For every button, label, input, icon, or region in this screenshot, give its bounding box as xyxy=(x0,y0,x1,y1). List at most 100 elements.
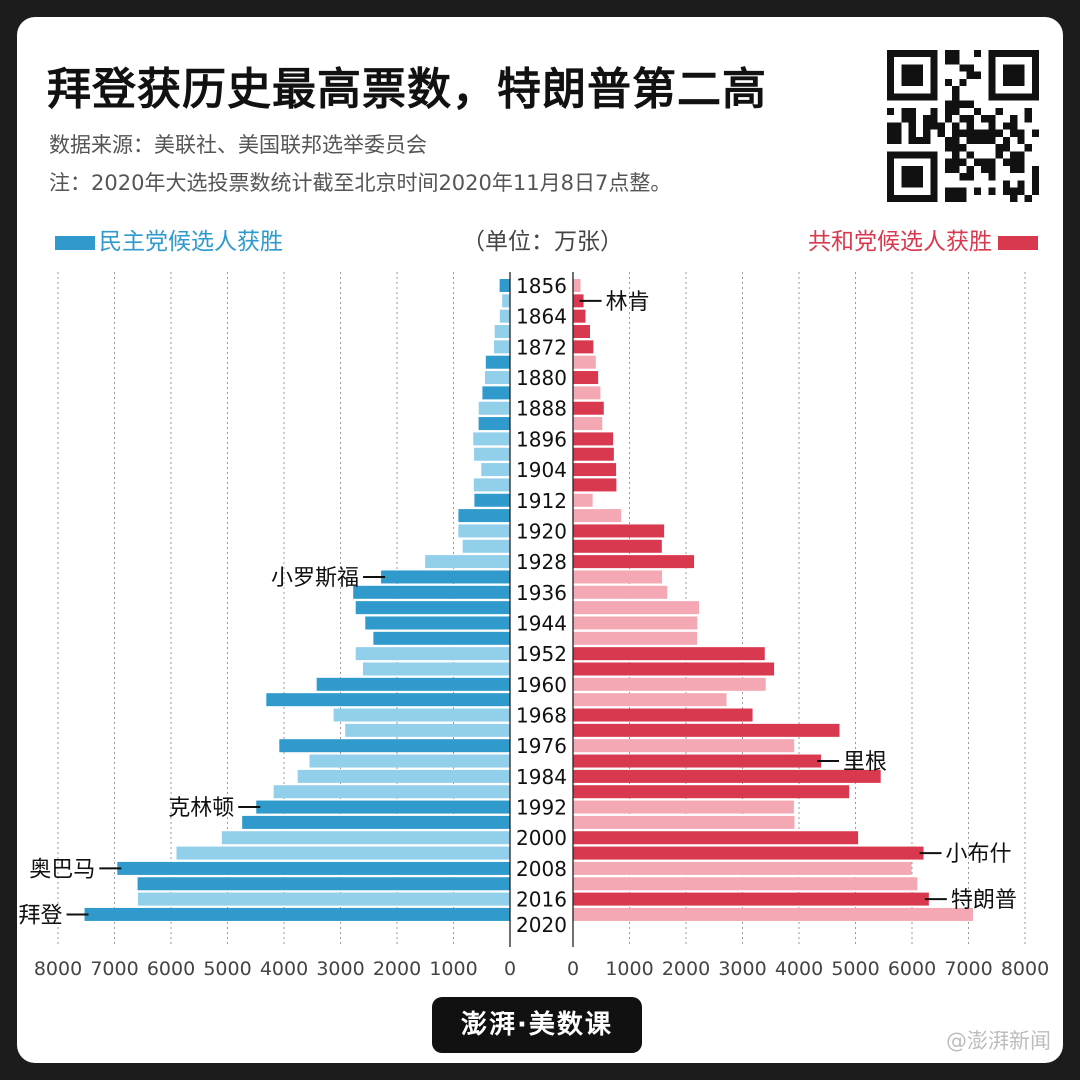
qr-module xyxy=(966,64,974,72)
qr-module xyxy=(966,122,974,130)
year-label: 1872 xyxy=(516,335,567,359)
bar-republican-1976 xyxy=(573,739,795,753)
qr-module xyxy=(1010,115,1018,123)
qr-module xyxy=(1002,144,1011,152)
qr-module xyxy=(952,93,960,101)
bar-republican-2000 xyxy=(573,831,859,845)
year-label: 1976 xyxy=(516,734,567,758)
bar-republican-1972 xyxy=(573,723,840,737)
qr-module xyxy=(952,122,960,130)
bar-republican-1936 xyxy=(573,585,668,599)
qr-module xyxy=(894,136,902,145)
qr-code-icon[interactable] xyxy=(887,50,1039,202)
bar-democrat-1920 xyxy=(458,524,510,538)
bar-democrat-1924 xyxy=(462,539,510,553)
year-label: 1936 xyxy=(516,581,567,605)
qr-module xyxy=(1017,187,1025,195)
year-label: 2016 xyxy=(516,888,567,912)
qr-module xyxy=(1010,158,1018,166)
qr-module xyxy=(930,122,938,130)
x-tick-label-left: 6000 xyxy=(147,958,195,980)
bar-democrat-1900 xyxy=(474,447,510,461)
x-tick-label-right: 0 xyxy=(567,958,579,980)
bar-democrat-1896 xyxy=(473,432,510,446)
bar-democrat-1928 xyxy=(425,555,510,569)
year-label: 1904 xyxy=(516,458,567,482)
year-label: 1920 xyxy=(516,519,567,543)
bar-republican-1992 xyxy=(573,800,794,814)
qr-module xyxy=(1002,136,1011,145)
qr-module xyxy=(988,165,996,174)
qr-module xyxy=(944,78,953,87)
bar-republican-1988 xyxy=(573,785,850,799)
bar-democrat-1972 xyxy=(345,723,510,737)
qr-module xyxy=(944,136,953,145)
qr-module xyxy=(988,187,996,195)
bar-republican-1944 xyxy=(573,616,698,630)
qr-module xyxy=(1010,194,1018,202)
qr-module xyxy=(952,144,960,152)
annotation-label: 拜登 xyxy=(19,903,63,928)
qr-module xyxy=(887,122,895,130)
qr-module xyxy=(901,115,909,123)
qr-module xyxy=(966,100,974,108)
x-tick-label-left: 5000 xyxy=(203,958,251,980)
qr-module xyxy=(887,107,895,116)
bar-democrat-2020 xyxy=(84,907,511,921)
bar-republican-1920 xyxy=(573,524,665,538)
bar-republican-1932 xyxy=(573,570,663,584)
qr-module xyxy=(930,115,938,123)
bar-republican-1900 xyxy=(573,447,614,461)
qr-module xyxy=(988,122,996,130)
bar-democrat-1964 xyxy=(266,693,510,707)
bar-democrat-1956 xyxy=(362,662,510,676)
qr-module xyxy=(966,71,974,79)
qr-module xyxy=(959,129,967,137)
qr-module xyxy=(1024,144,1032,152)
qr-module xyxy=(894,129,902,137)
year-label: 1912 xyxy=(516,489,567,513)
qr-module xyxy=(981,129,989,137)
qr-module xyxy=(1031,180,1039,188)
annotation-label: 小布什 xyxy=(946,842,1012,867)
year-label: 1880 xyxy=(516,366,567,390)
bar-democrat-1880 xyxy=(484,371,510,385)
x-tick-label-left: 2000 xyxy=(373,958,421,980)
qr-module xyxy=(952,107,960,116)
qr-module xyxy=(966,115,974,123)
bar-democrat-1888 xyxy=(478,401,510,415)
year-label: 1856 xyxy=(516,274,567,298)
butterfly-bar-chart: 0 0 1000 1000 2000 2000 3000 3000 4000 4000 5000 50… xyxy=(19,272,1049,980)
annotation-label: 里根 xyxy=(843,750,887,775)
x-tick-label-right: 2000 xyxy=(662,958,710,980)
bar-republican-1860 xyxy=(573,294,584,308)
legend-democrat-label: 民主党候选人获胜 xyxy=(99,229,283,255)
year-label: 1928 xyxy=(516,550,567,574)
qr-finder-inner xyxy=(901,165,924,188)
qr-module xyxy=(952,86,960,94)
qr-module xyxy=(952,151,960,159)
qr-module xyxy=(988,173,996,181)
qr-module xyxy=(908,107,916,116)
brand-logo: 澎湃·美数课 xyxy=(432,997,642,1053)
qr-module xyxy=(966,151,974,159)
year-label: 2000 xyxy=(516,826,567,850)
bar-democrat-1968 xyxy=(333,708,510,722)
bar-democrat-1904 xyxy=(481,463,510,477)
bar-democrat-1868 xyxy=(494,325,510,339)
bar-democrat-1912 xyxy=(474,493,510,507)
x-tick-label-right: 1000 xyxy=(605,958,653,980)
x-tick-label-left: 4000 xyxy=(260,958,308,980)
bar-republican-1928 xyxy=(573,555,695,569)
qr-module xyxy=(995,151,1003,159)
bar-democrat-1860 xyxy=(502,294,510,308)
bar-democrat-1872 xyxy=(494,340,510,354)
bar-republican-2016 xyxy=(573,892,929,906)
year-label: 1960 xyxy=(516,673,567,697)
legend-republican-label: 共和党候选人获胜 xyxy=(808,229,992,255)
qr-module xyxy=(959,173,967,181)
legend-swatch-republican xyxy=(998,235,1038,250)
bar-democrat-2012 xyxy=(137,877,510,891)
qr-module xyxy=(1010,129,1018,137)
qr-module xyxy=(959,64,967,72)
